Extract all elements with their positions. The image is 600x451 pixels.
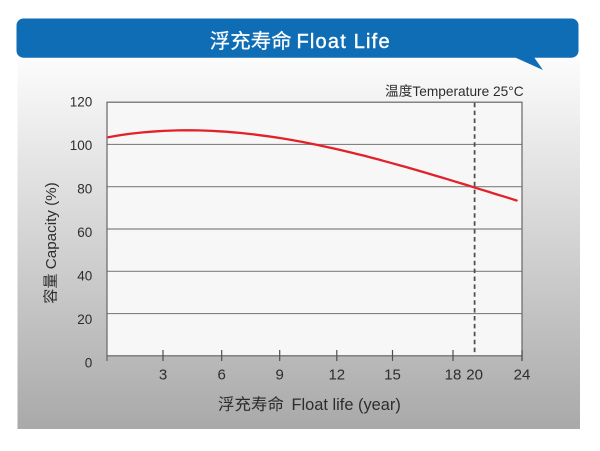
svg-text:20: 20 xyxy=(466,366,483,383)
svg-text:9: 9 xyxy=(276,366,284,383)
svg-text:60: 60 xyxy=(77,225,92,240)
svg-text:18: 18 xyxy=(445,366,462,383)
svg-text:Float life (year): Float life (year) xyxy=(292,396,401,414)
svg-text:Float Life: Float Life xyxy=(297,31,391,53)
svg-text:15: 15 xyxy=(384,366,401,383)
svg-text:12: 12 xyxy=(328,366,345,383)
svg-text:Temperature 25°C: Temperature 25°C xyxy=(412,84,523,99)
svg-text:6: 6 xyxy=(218,366,226,383)
svg-text:3: 3 xyxy=(159,366,167,383)
svg-text:24: 24 xyxy=(514,366,531,383)
svg-text:20: 20 xyxy=(77,312,92,327)
svg-text:80: 80 xyxy=(77,182,92,197)
svg-text:40: 40 xyxy=(77,268,92,283)
svg-text:Capacity (%): Capacity (%) xyxy=(43,182,60,269)
svg-text:0: 0 xyxy=(85,355,93,370)
svg-text:100: 100 xyxy=(70,138,93,153)
svg-text:120: 120 xyxy=(70,95,93,110)
